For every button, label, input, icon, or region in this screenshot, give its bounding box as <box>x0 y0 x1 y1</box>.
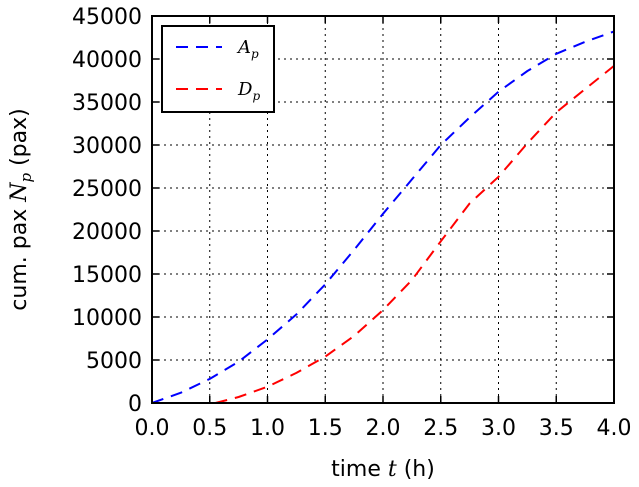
ticks <box>151 15 615 404</box>
x-tick-label: 2.0 <box>366 416 401 441</box>
y-axis-label: cum. pax Np (pax) <box>7 108 35 310</box>
y-tick-label: 30000 <box>72 134 142 159</box>
x-tick-label: 1.0 <box>250 416 285 441</box>
y-tick-label: 40000 <box>72 48 142 73</box>
y-tick-label: 0 <box>128 392 142 417</box>
y-tick-label: 5000 <box>86 349 142 374</box>
x-tick-labels: 0.0 0.5 1.0 1.5 2.0 2.5 3.0 3.5 4.0 <box>135 416 632 441</box>
x-tick-label: 3.0 <box>481 416 516 441</box>
series-line-a <box>151 30 615 404</box>
series-line-d <box>215 65 615 404</box>
x-tick-label: 3.5 <box>539 416 574 441</box>
series-layer <box>151 30 615 404</box>
x-tick-label: 4.0 <box>597 416 632 441</box>
y-tick-label: 35000 <box>72 91 142 116</box>
legend-box <box>161 25 275 113</box>
x-tick-label: 0.5 <box>192 416 227 441</box>
y-tick-label: 20000 <box>72 220 142 245</box>
x-tick-label: 0.0 <box>135 416 170 441</box>
legend-label-a: Ap <box>236 37 259 61</box>
x-axis-label: time t (h) <box>331 457 435 482</box>
y-tick-label: 25000 <box>72 177 142 202</box>
x-tick-label: 1.5 <box>308 416 343 441</box>
x-tick-label: 2.5 <box>423 416 458 441</box>
legend-label-d: Dp <box>237 79 260 103</box>
y-tick-labels: 0 5000 10000 15000 20000 25000 30000 35000 40000… <box>72 5 142 417</box>
legend: Ap Dp <box>161 25 275 113</box>
y-tick-label: 15000 <box>72 263 142 288</box>
y-tick-label: 45000 <box>72 5 142 30</box>
y-tick-label: 10000 <box>72 306 142 331</box>
